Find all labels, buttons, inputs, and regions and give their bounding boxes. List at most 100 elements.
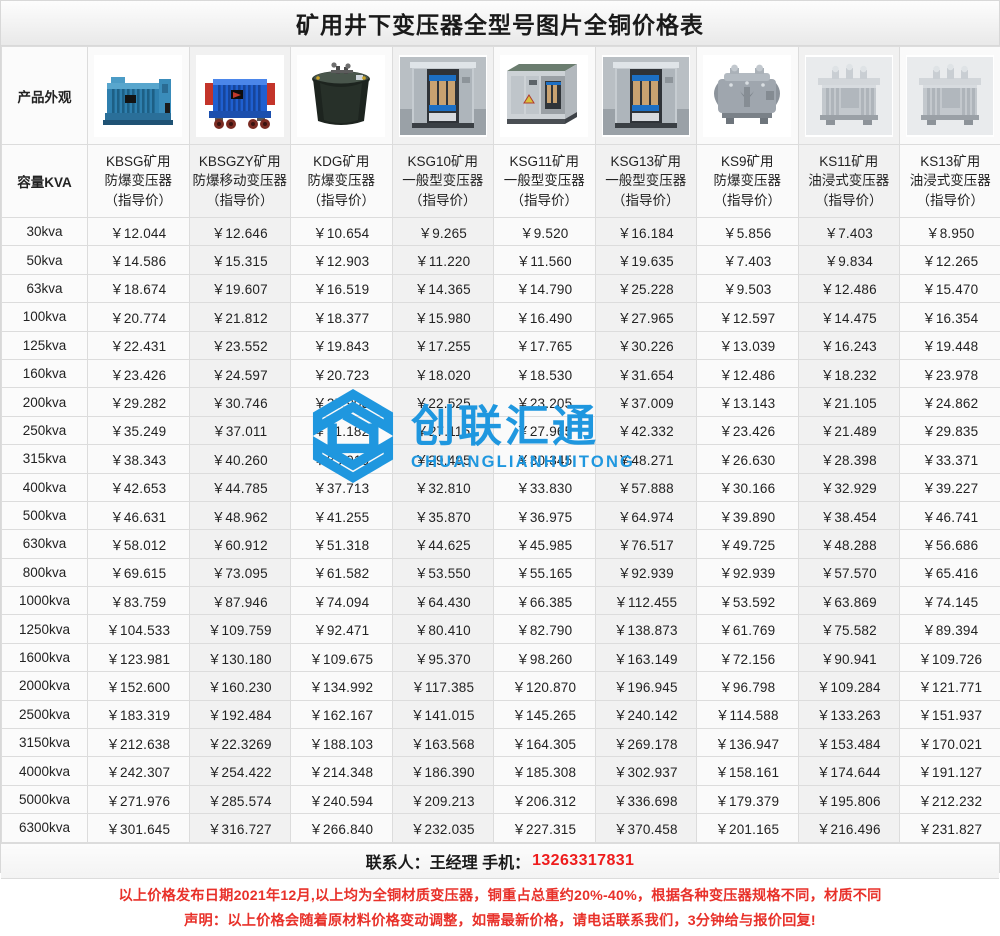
product-image-cell-4 [494, 47, 596, 145]
column-header-1-line2: 防爆移动变压器 [190, 171, 291, 190]
price-cell: ￥41.255 [291, 501, 393, 529]
table-row: 100kva ￥20.774 ￥21.812 ￥18.377 ￥15.980 ￥… [2, 303, 1000, 331]
price-cell: ￥65.416 [900, 558, 1000, 586]
table-row: 630kva ￥58.012 ￥60.912 ￥51.318 ￥44.625 ￥… [2, 530, 1000, 558]
price-cell: ￥95.370 [392, 643, 494, 671]
price-cell: ￥162.167 [291, 700, 393, 728]
price-cell: ￥112.455 [595, 587, 697, 615]
price-cell: ￥37.009 [595, 388, 697, 416]
price-cell: ￥23.426 [88, 359, 190, 387]
transformer-cabinet-open-icon [399, 55, 487, 137]
price-cell: ￥20.723 [291, 359, 393, 387]
row-kva: 63kva [2, 274, 88, 302]
price-cell: ￥7.403 [697, 246, 799, 274]
price-cell: ￥121.771 [900, 672, 1000, 700]
column-header-7-line1: KS11矿用 [799, 152, 900, 171]
table-row: 2500kva ￥183.319 ￥192.484 ￥162.167 ￥141.… [2, 700, 1000, 728]
table-row: 63kva ￥18.674 ￥19.607 ￥16.519 ￥14.365 ￥1… [2, 274, 1000, 302]
price-cell: ￥9.265 [392, 218, 494, 246]
price-cell: ￥92.939 [595, 558, 697, 586]
price-cell: ￥30.345 [494, 445, 596, 473]
price-cell: ￥37.713 [291, 473, 393, 501]
price-cell: ￥22.525 [392, 388, 494, 416]
price-cell: ￥15.980 [392, 303, 494, 331]
transformer-oil-immersed-icon [805, 55, 893, 137]
price-cell: ￥120.870 [494, 672, 596, 700]
transformer-grey-explosionproof-icon [703, 55, 791, 137]
column-header-4-note: （指导价） [494, 191, 595, 210]
price-cell: ￥26.630 [697, 445, 799, 473]
price-cell: ￥46.741 [900, 501, 1000, 529]
price-cell: ￥19.843 [291, 331, 393, 359]
price-cell: ￥164.305 [494, 729, 596, 757]
column-header-1-line1: KBSGZY矿用 [190, 152, 291, 171]
price-cell: ￥12.486 [798, 274, 900, 302]
table-row: 315kva ￥38.343 ￥40.260 ￥33.919 ￥29.495 ￥… [2, 445, 1000, 473]
column-header-1: KBSGZY矿用 防爆移动变压器 （指导价） [189, 145, 291, 218]
row-kva: 2500kva [2, 700, 88, 728]
price-cell: ￥33.830 [494, 473, 596, 501]
product-image-cell-7 [798, 47, 900, 145]
price-cell: ￥134.992 [291, 672, 393, 700]
price-cell: ￥82.790 [494, 615, 596, 643]
price-cell: ￥18.232 [798, 359, 900, 387]
row-kva: 3150kva [2, 729, 88, 757]
row-kva: 500kva [2, 501, 88, 529]
price-cell: ￥240.142 [595, 700, 697, 728]
column-header-0: KBSG矿用 防爆变压器 （指导价） [88, 145, 190, 218]
price-cell: ￥25.903 [291, 388, 393, 416]
column-header-3-line2: 一般型变压器 [393, 171, 494, 190]
price-cell: ￥90.941 [798, 643, 900, 671]
row-kva: 1250kva [2, 615, 88, 643]
price-cell: ￥48.962 [189, 501, 291, 529]
row-kva: 160kva [2, 359, 88, 387]
price-cell: ￥27.115 [392, 416, 494, 444]
price-cell: ￥61.769 [697, 615, 799, 643]
row-kva: 200kva [2, 388, 88, 416]
price-cell: ￥61.582 [291, 558, 393, 586]
price-cell: ￥38.454 [798, 501, 900, 529]
price-sheet: 矿用井下变压器全型号图片全铜价格表 产品外观 [0, 0, 1000, 873]
capacity-header: 容量KVA [2, 145, 88, 218]
column-header-7-note: （指导价） [799, 191, 900, 210]
column-header-0-note: （指导价） [88, 191, 189, 210]
price-cell: ￥196.945 [595, 672, 697, 700]
price-cell: ￥38.343 [88, 445, 190, 473]
price-cell: ￥152.600 [88, 672, 190, 700]
price-cell: ￥13.039 [697, 331, 799, 359]
contact-bar: 联系人：王经理 手机： 13263317831 [1, 843, 999, 879]
price-cell: ￥12.044 [88, 218, 190, 246]
price-cell: ￥36.975 [494, 501, 596, 529]
contact-phone[interactable]: 13263317831 [532, 852, 634, 870]
price-cell: ￥12.265 [900, 246, 1000, 274]
table-row: 1250kva ￥104.533 ￥109.759 ￥92.471 ￥80.41… [2, 615, 1000, 643]
price-cell: ￥98.260 [494, 643, 596, 671]
table-row: 5000kva ￥271.976 ￥285.574 ￥240.594 ￥209.… [2, 785, 1000, 813]
price-cell: ￥163.149 [595, 643, 697, 671]
transformer-blue-mobile-icon [196, 55, 284, 137]
product-image-cell-2 [291, 47, 393, 145]
price-cell: ￥44.785 [189, 473, 291, 501]
price-cell: ￥117.385 [392, 672, 494, 700]
price-cell: ￥212.638 [88, 729, 190, 757]
row-kva: 125kva [2, 331, 88, 359]
price-cell: ￥42.332 [595, 416, 697, 444]
table-row: 250kva ￥35.249 ￥37.011 ￥31.182 ￥27.115 ￥… [2, 416, 1000, 444]
price-cell: ￥30.746 [189, 388, 291, 416]
table-row: 200kva ￥29.282 ￥30.746 ￥25.903 ￥22.525 ￥… [2, 388, 1000, 416]
column-header-0-line2: 防爆变压器 [88, 171, 189, 190]
price-cell: ￥42.653 [88, 473, 190, 501]
price-cell: ￥18.530 [494, 359, 596, 387]
price-cell: ￥57.570 [798, 558, 900, 586]
row-kva: 4000kva [2, 757, 88, 785]
price-cell: ￥109.675 [291, 643, 393, 671]
table-row: 4000kva ￥242.307 ￥254.422 ￥214.348 ￥186.… [2, 757, 1000, 785]
price-cell: ￥266.840 [291, 814, 393, 842]
price-cell: ￥21.812 [189, 303, 291, 331]
price-cell: ￥48.271 [595, 445, 697, 473]
price-cell: ￥170.021 [900, 729, 1000, 757]
price-cell: ￥271.976 [88, 785, 190, 813]
price-cell: ￥206.312 [494, 785, 596, 813]
price-cell: ￥32.929 [798, 473, 900, 501]
row-kva: 400kva [2, 473, 88, 501]
